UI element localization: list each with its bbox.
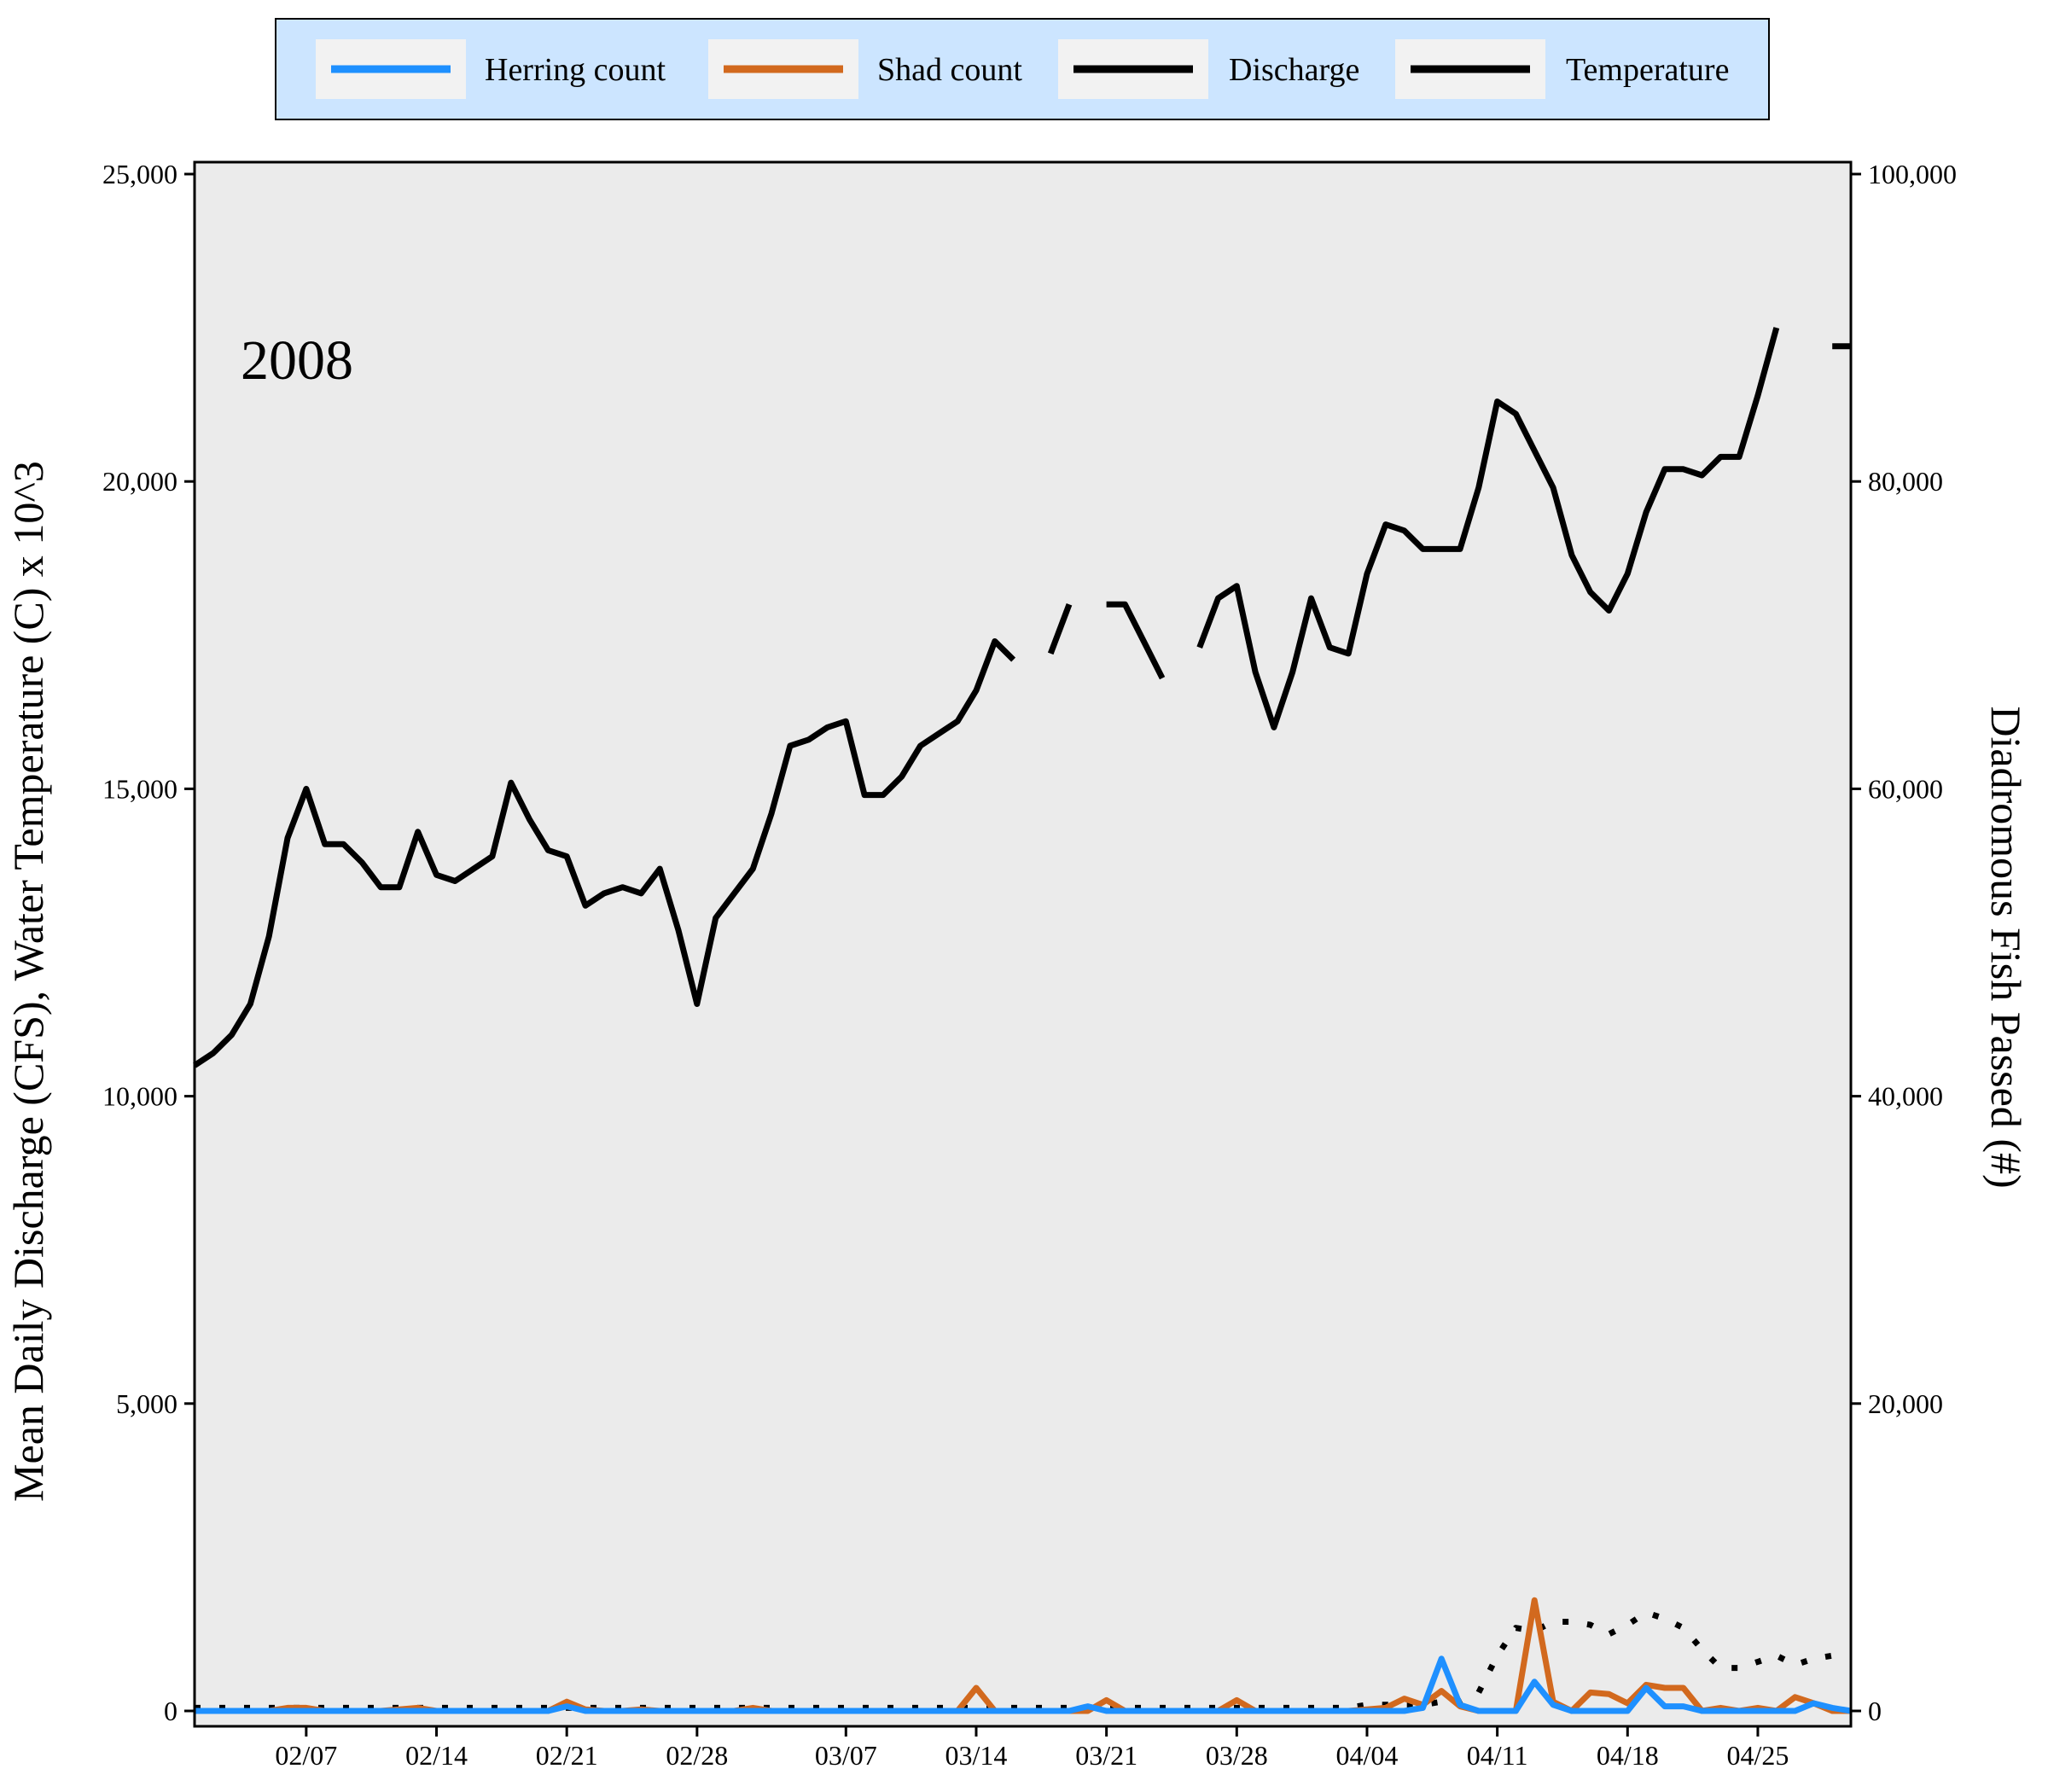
right-axis: 0 20,000 40,000 60,000 80,000 100,000 [1851,159,1957,1726]
y-right-tick-label: 20,000 [1868,1388,1943,1419]
year-annotation: 2008 [241,329,353,392]
legend-label: Herring count [485,52,666,88]
x-tick-label: 03/28 [1206,1740,1268,1771]
series-discharge-line [195,1609,1851,1711]
series-temperature [193,327,1851,1068]
legend-label: Discharge [1229,52,1359,88]
series-temperature-line [1196,327,1780,730]
series-herring-count-line [195,1655,1852,1714]
legend-item-herring-count: Herring count [316,39,666,99]
x-tick-label: 04/04 [1336,1740,1399,1771]
y-right-tick-label: 0 [1868,1696,1882,1726]
legend-label: Shad count [877,52,1022,88]
left-axis: 0 5,000 10,000 15,000 20,000 25,000 [102,159,195,1726]
plot-background [195,162,1851,1726]
y-left-tick-label: 15,000 [102,773,177,804]
x-tick-label: 02/14 [405,1740,468,1771]
y-left-tick-label: 5,000 [116,1388,177,1419]
legend: Herring count Shad count Discharge Temperat… [275,18,1770,120]
y-right-tick-label: 40,000 [1868,1081,1943,1112]
series-herring-count [195,1655,1852,1714]
y-right-tick-label: 80,000 [1868,466,1943,497]
y-left-tick-label: 10,000 [102,1081,177,1112]
x-tick-label: 04/25 [1727,1740,1789,1771]
series-layer [193,327,1852,1714]
y-axis-right-title: Diadromous Fish Passed (#) [1982,706,2030,1188]
series-temperature-line [1047,603,1073,655]
x-tick-label: 02/07 [275,1740,337,1771]
x-tick-label: 02/21 [536,1740,598,1771]
series-discharge [195,1609,1851,1711]
y-left-tick-label: 0 [164,1696,177,1726]
legend-label: Temperature [1566,52,1729,88]
legend-item-discharge: Discharge [1058,39,1359,99]
x-axis: 02/07 02/14 02/21 02/28 03/07 03/14 03/21 03/28… [275,1726,1789,1771]
legend-item-shad-count: Shad count [708,39,1022,99]
y-axis-left-title: Mean Daily Discharge (CFS), Water Temper… [4,461,52,1502]
legend-item-temperature: Temperature [1395,39,1729,99]
x-tick-label: 03/21 [1075,1740,1137,1771]
series-temperature-line [1106,601,1166,680]
x-tick-label: 02/28 [666,1740,728,1771]
x-tick-label: 04/11 [1467,1740,1528,1771]
y-right-tick-label: 100,000 [1868,159,1957,189]
plot-border [193,160,1853,1728]
y-left-tick-label: 20,000 [102,466,177,497]
y-right-tick-label: 60,000 [1868,773,1943,804]
x-tick-label: 03/14 [945,1740,1008,1771]
y-left-tick-label: 25,000 [102,159,177,189]
series-temperature-line [193,638,1016,1068]
x-tick-label: 04/18 [1597,1740,1659,1771]
x-tick-label: 03/07 [815,1740,877,1771]
